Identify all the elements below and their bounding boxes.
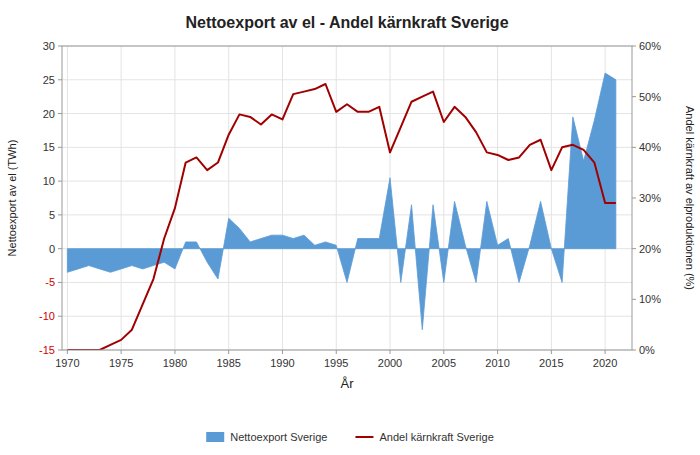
tick-y2 <box>632 198 636 199</box>
tick-label-y2: 0% <box>639 344 655 356</box>
tick-y <box>58 79 62 80</box>
legend-swatch <box>355 436 373 438</box>
tick-label-y2: 40% <box>639 141 661 153</box>
grid-line-x <box>336 46 337 350</box>
tick-label-x: 1995 <box>324 357 348 369</box>
tick-y <box>58 248 62 249</box>
tick-x <box>228 350 229 354</box>
tick-label-y: 15 <box>43 141 55 153</box>
tick-label-y: 10 <box>43 175 55 187</box>
tick-x <box>443 350 444 354</box>
line <box>67 84 615 350</box>
legend-label: Nettoexport Sverige <box>230 431 327 443</box>
tick-y2 <box>632 299 636 300</box>
tick-label-y2: 50% <box>639 91 661 103</box>
plot-frame <box>62 46 632 350</box>
tick-label-y: -15 <box>39 344 55 356</box>
tick-x <box>605 350 606 354</box>
tick-y <box>58 214 62 215</box>
grid-line-x <box>497 46 498 350</box>
tick-y <box>58 282 62 283</box>
tick-y2 <box>632 248 636 249</box>
tick-y2 <box>632 147 636 148</box>
area <box>67 73 615 330</box>
grid-line-x <box>282 46 283 350</box>
tick-label-x: 1980 <box>163 357 187 369</box>
tick-y <box>58 147 62 148</box>
grid-line-y <box>62 113 632 114</box>
tick-label-y2: 60% <box>639 40 661 52</box>
legend-item: Nettoexport Sverige <box>206 431 327 443</box>
tick-y <box>58 316 62 317</box>
tick-label-x: 1990 <box>270 357 294 369</box>
title: Nettoexport av el - Andel kärnkraft Sver… <box>185 14 508 31</box>
tick-x <box>174 350 175 354</box>
tick-label-y2: 20% <box>639 243 661 255</box>
grid-line-y <box>62 79 632 80</box>
tick-x <box>551 350 552 354</box>
tick-x <box>336 350 337 354</box>
grid-line-x <box>228 46 229 350</box>
legend-swatch <box>206 432 224 442</box>
tick-x <box>67 350 68 354</box>
tick-x <box>497 350 498 354</box>
tick-label-x: 2010 <box>485 357 509 369</box>
tick-label-y: -5 <box>45 276 55 288</box>
tick-y <box>58 350 62 351</box>
tick-x <box>121 350 122 354</box>
tick-y2 <box>632 46 636 47</box>
tick-label-y: 30 <box>43 40 55 52</box>
tick-label-x: 2020 <box>593 357 617 369</box>
tick-label-x: 2005 <box>432 357 456 369</box>
plot-data <box>67 73 615 350</box>
chart: 1970197519801985199019952000200520102015… <box>0 0 700 455</box>
grid-line-x <box>67 46 68 350</box>
grid-line-x <box>121 46 122 350</box>
tick-label-y: 20 <box>43 108 55 120</box>
tick-label-y: -10 <box>39 310 55 322</box>
legend-label: Andel kärnkraft Sverige <box>379 431 493 443</box>
tick-label-x: 1975 <box>109 357 133 369</box>
grid-line-x <box>443 46 444 350</box>
tick-x <box>390 350 391 354</box>
grid-line-y <box>62 147 632 148</box>
legend-item: Andel kärnkraft Sverige <box>355 431 493 443</box>
tick-label-y: 5 <box>49 209 55 221</box>
grid-line-y <box>62 316 632 317</box>
axes: 1970197519801985199019952000200520102015… <box>39 40 661 369</box>
tick-label-y2: 10% <box>639 293 661 305</box>
tick-y2 <box>632 96 636 97</box>
y2-axis-label: Andel kärnkraft av elproduktionen (%) <box>684 106 696 290</box>
tick-label-y: 25 <box>43 74 55 86</box>
x-axis-label: År <box>341 376 355 391</box>
grid-line-y <box>62 214 632 215</box>
tick-y2 <box>632 350 636 351</box>
tick-label-x: 2015 <box>539 357 563 369</box>
tick-y <box>58 46 62 47</box>
grid-line-x <box>174 46 175 350</box>
tick-x <box>282 350 283 354</box>
tick-y <box>58 113 62 114</box>
tick-label-x: 2000 <box>378 357 402 369</box>
tick-label-x: 1985 <box>216 357 240 369</box>
plot-background <box>62 46 632 350</box>
y-axis-label: Nettoexport av el (TWh) <box>6 140 18 257</box>
tick-label-x: 1970 <box>55 357 79 369</box>
grid-line-y <box>62 181 632 182</box>
grid <box>62 46 632 350</box>
tick-label-y2: 30% <box>639 192 661 204</box>
grid-line-x <box>551 46 552 350</box>
tick-label-y: 0 <box>49 243 55 255</box>
legend: Nettoexport Sverige Andel kärnkraft Sveri… <box>206 431 494 443</box>
tick-y <box>58 181 62 182</box>
